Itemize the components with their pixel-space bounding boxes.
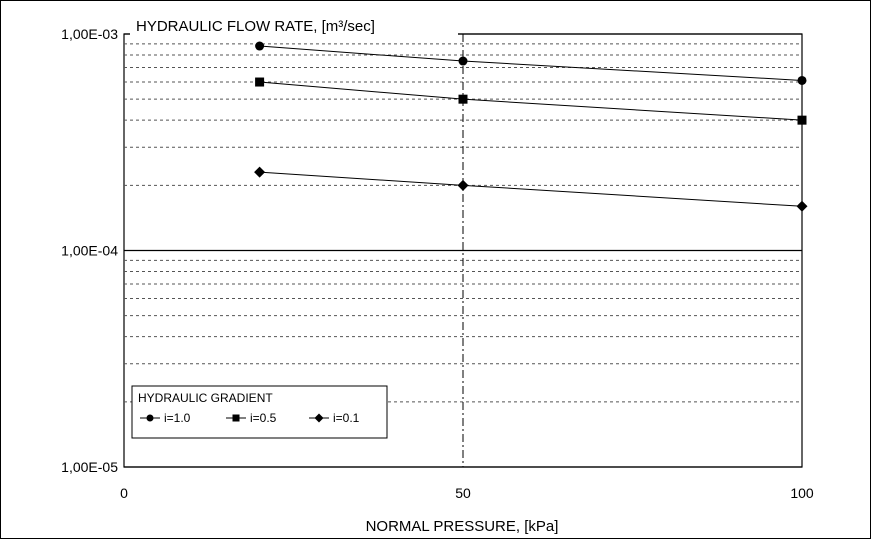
x-tick-label: 0 [120, 485, 128, 501]
x-axis-label: NORMAL PRESSURE, [kPa] [366, 518, 559, 535]
legend-title: HYDRAULIC GRADIENT [138, 391, 273, 405]
x-tick-label: 100 [790, 485, 814, 501]
data-point-diamond [254, 166, 266, 178]
data-point-square [255, 77, 265, 87]
data-point-circle [146, 414, 154, 422]
data-point-circle [458, 56, 468, 66]
chart-title: HYDRAULIC FLOW RATE, [m³/sec] [136, 18, 375, 35]
legend: HYDRAULIC GRADIENT i=1.0 i=0.5 i=0.1 [131, 385, 388, 439]
y-tick-label: 1,00E-03 [61, 26, 118, 42]
legend-label: i=0.1 [333, 411, 360, 425]
data-point-diamond [796, 200, 808, 212]
x-tick-label: 50 [455, 485, 471, 501]
data-point-circle [797, 75, 807, 85]
data-point-circle [255, 41, 265, 51]
y-tick-label: 1,00E-05 [61, 459, 118, 475]
data-point-diamond [314, 413, 324, 423]
legend-label: i=0.5 [250, 411, 277, 425]
data-point-square [458, 94, 468, 104]
legend-label: i=1.0 [164, 411, 191, 425]
grid [124, 33, 802, 468]
tick-labels: 1,00E-05 1,00E-04 1,00E-03 0 50 100 [61, 26, 814, 501]
y-tick-label: 1,00E-04 [61, 243, 118, 259]
data-point-square [797, 115, 807, 125]
legend-items: i=1.0 i=0.5 i=0.1 [140, 411, 360, 425]
data-point-diamond [457, 179, 469, 191]
legend-box [131, 385, 388, 439]
chart-title-box [130, 14, 458, 36]
data-point-square [232, 414, 240, 422]
series-layer [254, 41, 808, 212]
